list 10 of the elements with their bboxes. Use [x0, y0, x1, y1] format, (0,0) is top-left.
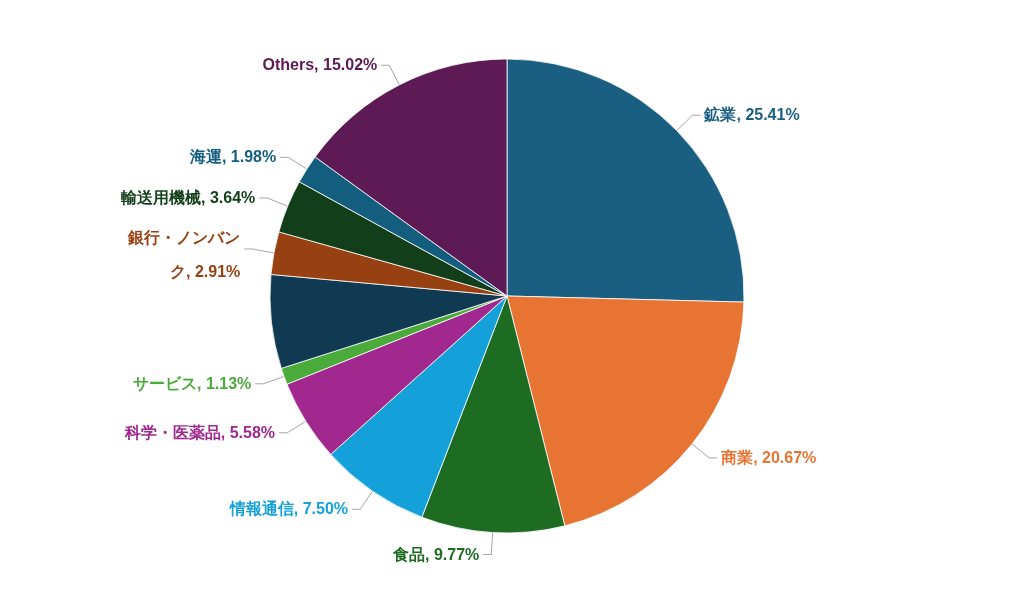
slice-label: サービス, 1.13% [133, 374, 252, 392]
slice-label: 情報通信, 7.50% [228, 500, 349, 518]
slice-label: Others, 15.02% [262, 56, 378, 74]
slice-label: 科学・医薬品, 5.58% [123, 423, 276, 441]
slice-label: 輸送用機械, 3.64% [120, 188, 256, 206]
slice-label: 海運, 1.98% [188, 148, 277, 166]
slice-label: 商業, 20.67% [720, 448, 817, 466]
slice-label: 銀行・ノンバンク, 2.91% [127, 228, 241, 280]
slice-label: 食品, 9.77% [392, 545, 480, 563]
slice-label: 鉱業, 25.41% [703, 106, 800, 124]
